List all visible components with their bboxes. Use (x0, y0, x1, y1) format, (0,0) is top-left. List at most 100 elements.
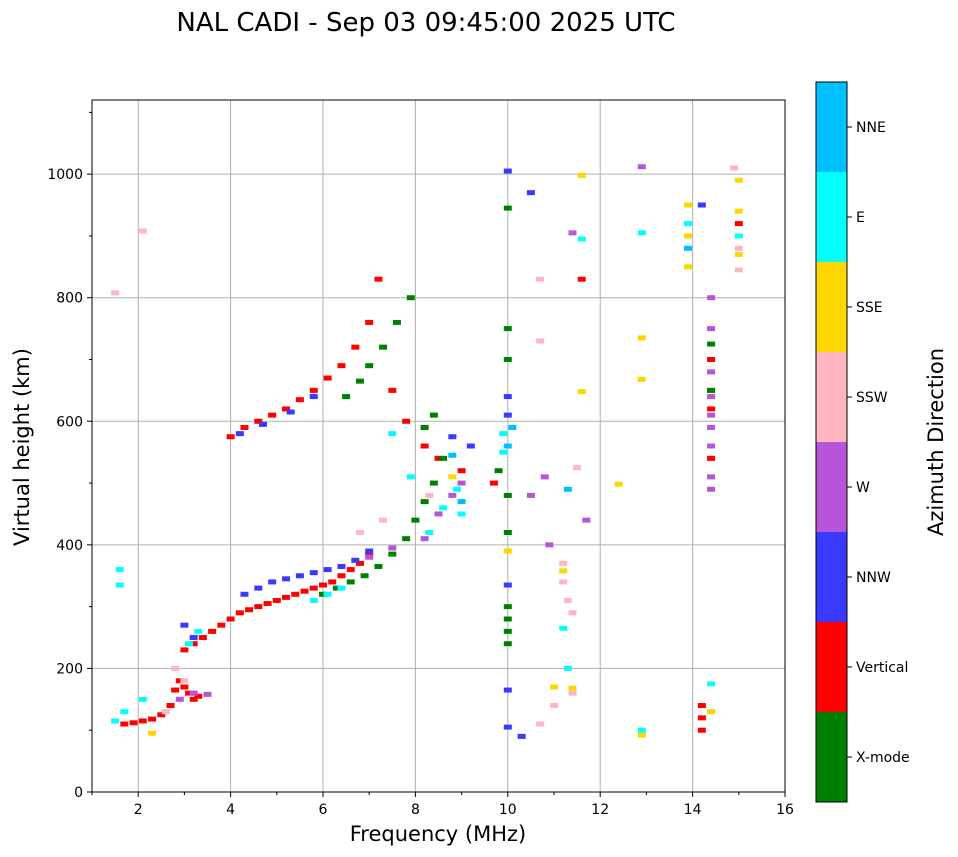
data-point-e (734, 233, 743, 239)
data-point-w (457, 480, 466, 486)
plot-points (111, 164, 743, 739)
data-point-ssw (730, 165, 739, 171)
colorbar-label-vertical: Vertical (856, 660, 908, 676)
data-point-w (707, 424, 716, 430)
data-point-x-mode (420, 424, 429, 430)
data-point-vertical (697, 703, 706, 708)
data-point-vertical (254, 418, 263, 424)
data-point-vertical (309, 387, 318, 393)
data-point-sse (577, 172, 586, 178)
data-point-w (540, 474, 549, 480)
colorbar-label-sse: SSE (856, 300, 883, 316)
data-point-vertical (268, 412, 277, 418)
data-point-vertical (323, 375, 332, 381)
data-point-sse (707, 709, 716, 715)
data-point-vertical (365, 319, 374, 325)
data-point-vertical (180, 647, 189, 653)
data-point-x-mode (379, 344, 388, 350)
data-point-w (707, 369, 716, 375)
data-point-vertical (240, 424, 249, 430)
data-point-e (120, 709, 129, 715)
data-point-ssw (568, 690, 577, 696)
data-point-x-mode (342, 394, 351, 400)
data-point-nnw (503, 412, 512, 418)
data-point-w (448, 492, 457, 498)
data-point-x-mode (411, 517, 420, 523)
data-point-e (115, 567, 124, 573)
data-point-e (406, 474, 415, 480)
x-tick-label: 8 (411, 802, 420, 818)
data-point-w (707, 295, 716, 301)
data-point-sse (637, 376, 646, 382)
x-axis-ticks: 2 4 6 8 10 12 14 16 (91, 792, 794, 818)
data-point-vertical (374, 276, 383, 282)
data-point-vertical (420, 443, 429, 449)
data-point-nnw (254, 585, 263, 591)
data-point-e (323, 591, 332, 597)
data-point-x-mode (388, 551, 397, 557)
data-point-x-mode (319, 591, 327, 597)
data-point-x-mode (503, 492, 512, 498)
data-point-x-mode (503, 616, 512, 622)
data-point-ssw (536, 338, 545, 344)
data-point-x-mode (503, 326, 512, 332)
data-point-x-mode (494, 468, 503, 474)
data-point-sse (734, 177, 743, 183)
data-point-x-mode (355, 378, 364, 384)
data-point-x-mode (429, 480, 438, 486)
data-point-w (420, 536, 429, 542)
data-point-w (189, 690, 198, 696)
data-point-e (439, 505, 448, 511)
data-point-e (115, 582, 124, 588)
data-point-vertical (217, 622, 226, 628)
data-point-e (425, 530, 434, 535)
data-point-nnw (189, 635, 198, 641)
data-point-sse (559, 568, 568, 574)
y-tick-label: 600 (56, 414, 83, 430)
x-tick-label: 12 (591, 802, 609, 818)
data-point-nnw (240, 591, 249, 597)
data-point-e (138, 696, 147, 702)
data-point-nnw (268, 579, 277, 585)
data-point-e (194, 628, 203, 634)
data-point-x-mode (346, 579, 355, 585)
data-point-vertical (707, 357, 716, 362)
data-point-vertical (734, 221, 743, 227)
data-point-nnw (351, 557, 360, 563)
data-point-ssw (138, 228, 147, 234)
data-point-e (499, 431, 508, 437)
data-point-ssw (734, 245, 743, 251)
data-point-vertical (337, 573, 346, 579)
data-point-x-mode (503, 205, 512, 211)
x-tick-label: 14 (684, 802, 702, 818)
data-point-x-mode (429, 412, 438, 418)
data-point-ssw (568, 610, 577, 616)
data-point-vertical (328, 579, 337, 585)
colorbar-segment-nnw (816, 532, 847, 622)
data-point-vertical (355, 560, 364, 566)
data-point-e (577, 236, 586, 242)
data-point-x-mode (392, 319, 401, 325)
data-point-w (582, 517, 591, 523)
data-point-vertical (457, 468, 466, 474)
x-axis-label: Frequency (MHz) (350, 822, 526, 846)
data-point-e (111, 718, 120, 724)
colorbar-segment-ssw (816, 352, 847, 442)
data-point-x-mode (439, 455, 448, 461)
data-point-vertical (138, 718, 147, 724)
data-point-x-mode (420, 499, 429, 505)
data-point-x-mode (332, 585, 341, 591)
data-point-sse (734, 208, 743, 214)
data-point-e (707, 681, 716, 687)
data-point-x-mode (374, 563, 383, 569)
data-point-ssw (180, 678, 189, 684)
data-point-ssw (425, 492, 434, 498)
data-point-sse (448, 474, 457, 480)
colorbar-segment-vertical (816, 622, 847, 712)
data-point-e (309, 597, 318, 603)
x-tick-label: 16 (776, 802, 794, 818)
data-point-nnw (309, 570, 318, 576)
y-axis-label: Virtual height (km) (10, 348, 34, 546)
data-point-vertical (208, 628, 217, 634)
data-point-vertical (707, 455, 716, 461)
